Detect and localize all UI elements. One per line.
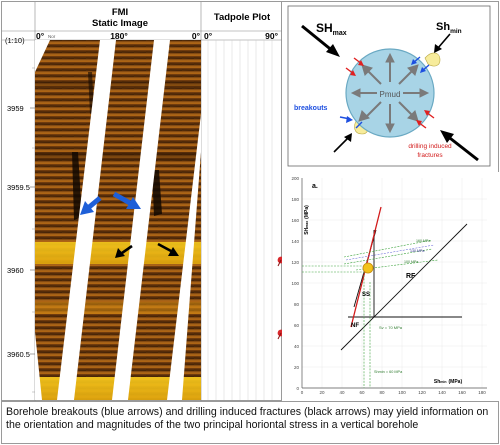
- y-tick: 200: [291, 176, 299, 181]
- stress-panel: Pmud: [282, 1, 499, 402]
- pmud-label: Pmud: [380, 90, 401, 99]
- y-tick: 100: [291, 281, 299, 286]
- shmin-arrow-top: [434, 33, 451, 53]
- contour-label: 100 MPa: [404, 260, 418, 264]
- shmin-label: Shmin: [436, 21, 462, 35]
- breakout-arrows-small: [339, 56, 430, 129]
- fmi-image: [35, 40, 201, 400]
- log-canvas: FMI Static Image Tadpole Plot (1:10) 0° …: [2, 2, 285, 402]
- fracture-arrow-left: [115, 244, 133, 258]
- fmi-axis-start: 0°: [36, 31, 45, 41]
- breakouts-label: breakouts: [294, 105, 328, 112]
- fracture-arrow-right: [157, 242, 179, 256]
- x-axis-title: Shmin (MPa): [434, 379, 463, 385]
- x-tick: 60: [359, 390, 365, 395]
- figure-caption: Borehole breakouts (blue arrows) and dri…: [1, 401, 499, 444]
- x-tick-labels: 0 20 40 60 80 100 120 140 160 180: [301, 390, 487, 395]
- fracture-zone: [424, 52, 441, 67]
- y-tick-labels: 0 20 40 60 80 100 120 140 160 180 200: [291, 176, 299, 391]
- tadpole-axis-start: 0°: [204, 31, 213, 41]
- x-tick: 80: [379, 390, 385, 395]
- sv-annotation: Sv = 70 MPa: [379, 325, 403, 330]
- y-tick: 0: [296, 386, 299, 391]
- y-tick: 120: [291, 260, 299, 265]
- region-nf: NF: [351, 323, 359, 329]
- depth-label: 3960.5: [7, 350, 30, 359]
- y-tick: 40: [294, 344, 300, 349]
- stress-polygon-chart: a.: [282, 172, 499, 402]
- depth-label: 3960: [7, 266, 24, 275]
- y-tick: 60: [294, 323, 300, 328]
- fractures-label-line2: fractures: [417, 152, 443, 159]
- depth-label: 3959: [7, 104, 24, 113]
- tadpole-title: Tadpole Plot: [214, 12, 271, 23]
- y-axis-title: SHmax(MPa): [304, 205, 310, 235]
- fmi-title: FMI: [112, 7, 128, 18]
- polygon-panel-label: a.: [312, 183, 318, 190]
- region-ss: SS: [362, 292, 370, 298]
- y-tick: 160: [291, 218, 299, 223]
- x-tick: 180: [478, 390, 486, 395]
- mud-pressure-arrows: [350, 52, 430, 134]
- breakout-arrow-left: [80, 196, 102, 215]
- x-tick: 160: [458, 390, 466, 395]
- y-tick: 180: [291, 197, 299, 202]
- x-tick: 0: [301, 390, 304, 395]
- y-tick: 80: [294, 302, 300, 307]
- y-tick: 20: [294, 365, 300, 370]
- tadpole-track: [207, 40, 285, 400]
- fmi-axis-end: 0°: [192, 31, 201, 41]
- scale-label: (1:10): [5, 36, 25, 45]
- stress-canvas: Pmud: [282, 5, 499, 402]
- x-tick: 120: [418, 390, 426, 395]
- y-tick: 140: [291, 239, 299, 244]
- depth-axis: 3959 3959.5 3960 3960.5: [7, 67, 35, 393]
- contour-label: 130 MPa: [410, 249, 424, 253]
- fmi-axis-mid: 180°: [110, 31, 128, 41]
- x-tick: 40: [339, 390, 345, 395]
- shmin-arrow-bottom: [333, 133, 352, 153]
- x-tick: 100: [398, 390, 406, 395]
- x-tick: 140: [438, 390, 446, 395]
- fractures-label-line1: drilling induced: [408, 143, 452, 150]
- stress-state-marker: [362, 262, 374, 274]
- contour-label: 160 MPa: [416, 239, 430, 243]
- breakout-arrow-right: [112, 191, 141, 209]
- log-panel: FMI Static Image Tadpole Plot (1:10) 0° …: [1, 1, 285, 402]
- fmi-subtitle: Static Image: [92, 18, 148, 29]
- shmax-arrow-bottom: [440, 130, 479, 162]
- x-tick: 20: [319, 390, 325, 395]
- shmax-label: SHmax: [316, 21, 347, 37]
- depth-label: 3959.5: [7, 183, 30, 192]
- shmax-arrow-top: [301, 24, 340, 57]
- fmi-axis-north-note: Nor: [48, 34, 56, 39]
- shmin-annotation: Shmin = 60 MPa: [374, 370, 403, 374]
- tadpole-axis-end: 90°: [265, 31, 278, 41]
- region-rf: RF: [406, 273, 416, 280]
- fracture-arrows-small: [345, 57, 435, 129]
